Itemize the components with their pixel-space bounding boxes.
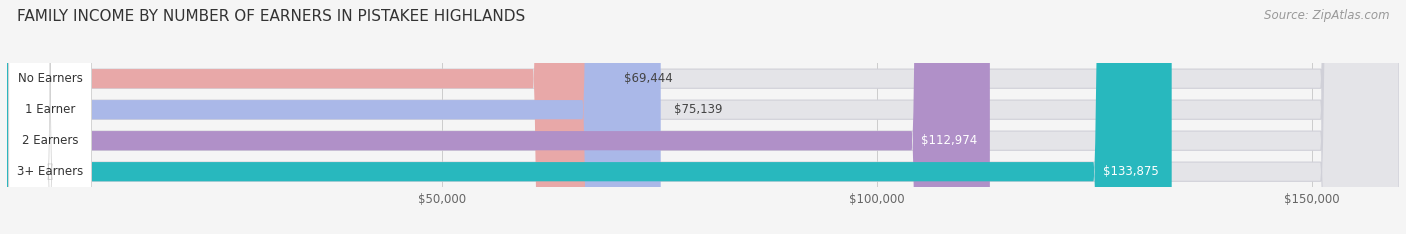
FancyBboxPatch shape xyxy=(7,0,1399,234)
Text: Source: ZipAtlas.com: Source: ZipAtlas.com xyxy=(1264,9,1389,22)
Text: $69,444: $69,444 xyxy=(624,72,673,85)
FancyBboxPatch shape xyxy=(7,0,1399,234)
FancyBboxPatch shape xyxy=(7,0,661,234)
FancyBboxPatch shape xyxy=(7,0,1399,234)
FancyBboxPatch shape xyxy=(8,0,91,234)
Text: $112,974: $112,974 xyxy=(921,134,977,147)
Text: $133,875: $133,875 xyxy=(1102,165,1159,178)
FancyBboxPatch shape xyxy=(7,0,1399,234)
Text: 1 Earner: 1 Earner xyxy=(25,103,76,116)
Text: No Earners: No Earners xyxy=(18,72,83,85)
Text: FAMILY INCOME BY NUMBER OF EARNERS IN PISTAKEE HIGHLANDS: FAMILY INCOME BY NUMBER OF EARNERS IN PI… xyxy=(17,9,524,24)
FancyBboxPatch shape xyxy=(7,0,612,234)
FancyBboxPatch shape xyxy=(8,0,91,234)
FancyBboxPatch shape xyxy=(8,0,91,234)
Text: $75,139: $75,139 xyxy=(673,103,723,116)
FancyBboxPatch shape xyxy=(7,0,1171,234)
Text: 2 Earners: 2 Earners xyxy=(22,134,79,147)
Text: 3+ Earners: 3+ Earners xyxy=(17,165,83,178)
FancyBboxPatch shape xyxy=(8,0,91,234)
FancyBboxPatch shape xyxy=(7,0,990,234)
